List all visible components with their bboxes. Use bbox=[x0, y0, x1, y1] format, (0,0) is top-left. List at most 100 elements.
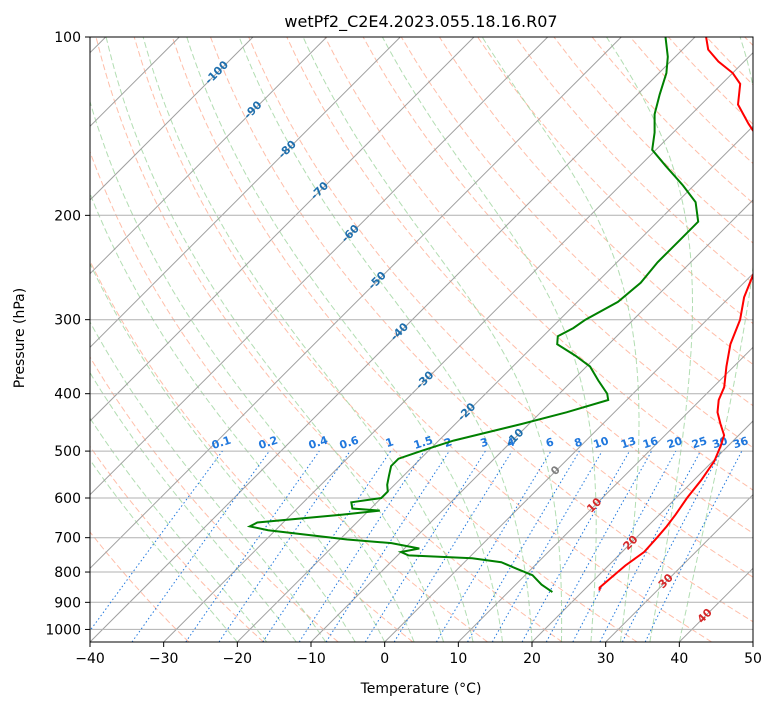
isotherm-line bbox=[90, 37, 254, 201]
mixing-ratio-line bbox=[131, 450, 270, 642]
isotherm-line bbox=[531, 420, 753, 642]
mixing-ratio-line bbox=[393, 450, 513, 642]
isotherm-line bbox=[236, 125, 753, 642]
dry-adiabat bbox=[171, 37, 712, 642]
x-tick-label: 50 bbox=[744, 651, 762, 667]
isotherm-line bbox=[310, 199, 753, 642]
y-tick-label: 300 bbox=[54, 313, 81, 329]
dry-adiabat bbox=[744, 37, 753, 47]
moist-adiabat bbox=[678, 37, 753, 642]
plot-area: 0.1 0.2 0.4 0.6 1 1.5 2 3 4 6 8 10 13 16 20 25 30 36-100-… bbox=[90, 37, 753, 642]
mixing-ratio-label: 0.1 bbox=[210, 434, 233, 452]
mixing-ratio-label: 10 bbox=[592, 434, 611, 451]
chart-title: wetPf2_C2E4.2023.055.18.16.R07 bbox=[284, 12, 557, 32]
isotherm-line bbox=[90, 37, 696, 642]
mixing-ratio-label: 0.4 bbox=[307, 433, 330, 451]
mixing-ratio-label: 16 bbox=[641, 434, 660, 451]
y-tick-label: 700 bbox=[54, 531, 81, 547]
dry-adiabat bbox=[90, 150, 488, 642]
mixing-ratio-label: 0.2 bbox=[257, 434, 280, 452]
moist-adiabat bbox=[90, 371, 297, 642]
mixing-ratio-label: 30 bbox=[711, 434, 730, 451]
dry-adiabats bbox=[90, 37, 753, 642]
mixing-ratio-label: 1.5 bbox=[412, 434, 435, 452]
y-tick-label: 200 bbox=[54, 208, 81, 224]
skewed-isotherms bbox=[90, 37, 753, 642]
moist-adiabat bbox=[105, 37, 445, 642]
dry-adiabat bbox=[706, 37, 753, 86]
moist-adiabat bbox=[606, 37, 693, 642]
moist-adiabat bbox=[90, 417, 268, 642]
x-axis-ticks: −40 −30 −20 −10 0 10 20 30 40 50 bbox=[75, 642, 762, 667]
mixing-ratio-label: 13 bbox=[619, 434, 638, 451]
y-tick-label: 500 bbox=[54, 444, 81, 460]
mixing-ratio-label: 3 bbox=[479, 435, 490, 450]
isotherm-line bbox=[384, 272, 753, 642]
dry-adiabat bbox=[90, 445, 264, 642]
moist-adiabat bbox=[186, 37, 503, 642]
x-tick-label: 30 bbox=[597, 651, 615, 667]
dry-adiabat bbox=[90, 356, 339, 642]
mixing-ratio-lines bbox=[90, 450, 743, 642]
mixing-ratio-line bbox=[185, 450, 320, 642]
x-tick-label: −20 bbox=[223, 651, 253, 667]
isotherm-line bbox=[90, 37, 622, 570]
x-tick-label: −40 bbox=[75, 651, 105, 667]
x-tick-label: 20 bbox=[523, 651, 541, 667]
mixing-ratio-label: 8 bbox=[573, 435, 584, 450]
isobars bbox=[90, 37, 753, 630]
mixing-ratio-label: 25 bbox=[690, 434, 709, 451]
dry-adiabat bbox=[248, 37, 753, 578]
mixing-ratio-line bbox=[521, 450, 630, 642]
mixing-ratio-line bbox=[467, 450, 580, 642]
moist-adiabat bbox=[90, 459, 238, 642]
mixing-ratio-label: 20 bbox=[665, 434, 684, 451]
mixing-ratio-line bbox=[644, 450, 743, 642]
dry-adiabat bbox=[95, 37, 563, 642]
dry-adiabat bbox=[668, 37, 753, 125]
isotherm-line bbox=[90, 37, 549, 496]
mixing-ratio-label: 0.6 bbox=[338, 433, 361, 451]
y-tick-label: 400 bbox=[54, 387, 81, 403]
mixing-ratio-line bbox=[545, 450, 653, 642]
x-tick-label: 40 bbox=[670, 651, 688, 667]
dry-adiabat bbox=[438, 37, 753, 366]
plot-frame bbox=[89, 36, 754, 643]
moist-adiabat bbox=[302, 37, 563, 642]
dry-adiabat bbox=[210, 37, 753, 623]
mixing-ratio-label: 36 bbox=[731, 434, 750, 451]
x-tick-label: −10 bbox=[296, 651, 326, 667]
dewpoint-line bbox=[246, 37, 700, 593]
mixing-ratio-line bbox=[572, 450, 677, 642]
x-tick-label: 0 bbox=[380, 651, 389, 667]
x-tick-label: 10 bbox=[449, 651, 467, 667]
mixing-ratio-line bbox=[262, 450, 392, 642]
mixing-ratio-line bbox=[435, 450, 552, 642]
y-tick-label: 100 bbox=[54, 30, 81, 46]
dry-adiabat bbox=[90, 531, 190, 642]
y-tick-label: 1000 bbox=[45, 622, 81, 638]
mixing-ratio-label: 6 bbox=[544, 435, 556, 450]
moist-adiabat bbox=[238, 37, 533, 642]
x-axis-label: Temperature (°C) bbox=[360, 681, 482, 697]
mixing-ratio-line bbox=[325, 450, 450, 642]
isotherm-line bbox=[678, 567, 753, 642]
moist-adiabat bbox=[381, 37, 597, 642]
y-tick-label: 800 bbox=[54, 565, 81, 581]
y-axis-label: Pressure (hPa) bbox=[12, 288, 28, 388]
isotherm-line bbox=[752, 641, 753, 642]
moist-adiabat bbox=[90, 192, 386, 642]
mixing-ratio-label: 4 bbox=[505, 435, 517, 450]
dry-adiabat bbox=[400, 37, 753, 407]
isotherm-line bbox=[90, 37, 475, 422]
isotherm-line bbox=[90, 37, 401, 349]
dry-adiabat bbox=[591, 37, 753, 204]
x-tick-label: −30 bbox=[149, 651, 179, 667]
isotherm-line bbox=[457, 346, 753, 642]
isopleth-labels: 0.1 0.2 0.4 0.6 1 1.5 2 3 4 6 8 10 13 16 20 25 30 36-100-… bbox=[202, 58, 750, 626]
y-tick-label: 900 bbox=[54, 595, 81, 611]
mixing-ratio-label: 1 bbox=[384, 435, 395, 450]
dry-adiabat bbox=[133, 37, 638, 642]
moist-adiabat bbox=[142, 37, 474, 642]
